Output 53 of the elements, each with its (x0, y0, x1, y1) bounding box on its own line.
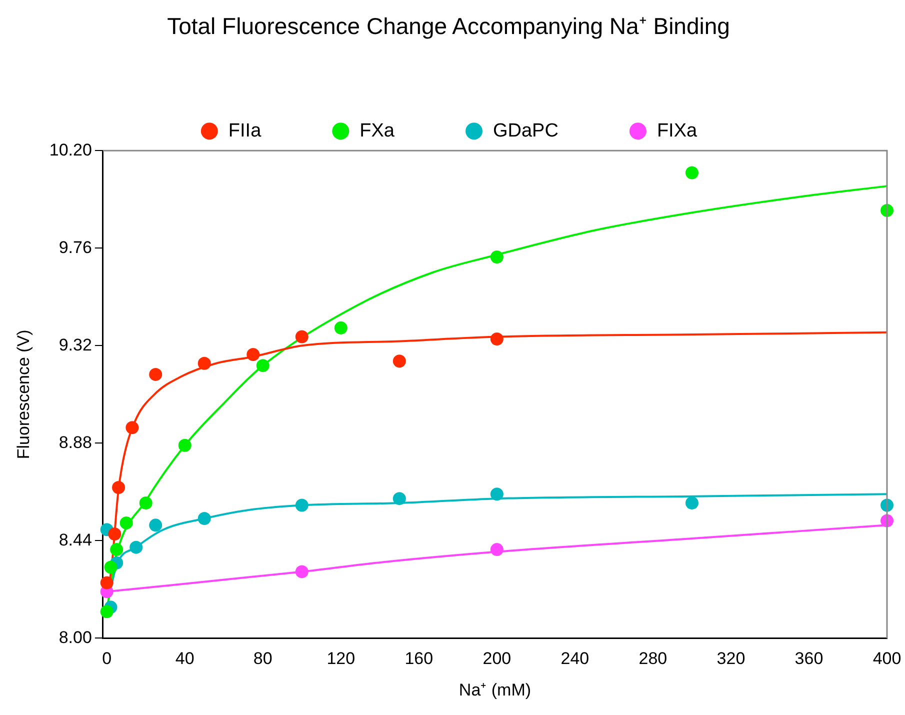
y-tick-label: 9.32 (58, 335, 92, 354)
point (198, 512, 211, 526)
point (110, 543, 124, 556)
point (104, 560, 118, 574)
x-tick-label: 0 (102, 649, 112, 668)
legend-label: GDaPC (492, 120, 558, 142)
x-tick-label: 200 (482, 649, 512, 668)
point (178, 438, 192, 452)
y-tick-label: 9.76 (58, 238, 92, 257)
point (392, 492, 406, 506)
x-tick-label: 80 (253, 649, 272, 668)
x-tick-label: 40 (175, 649, 194, 668)
x-tick-label: 160 (404, 649, 434, 668)
x-tick-label: 320 (716, 649, 746, 668)
point (139, 496, 152, 510)
legend-label: FXa (360, 120, 395, 142)
point (685, 496, 698, 510)
point (392, 354, 406, 368)
point (490, 543, 504, 556)
point (100, 605, 114, 618)
y-tick-label: 8.44 (58, 530, 92, 550)
y-tick-label: 8.00 (58, 628, 92, 647)
point (490, 332, 504, 346)
x-tick-label: 280 (638, 649, 668, 668)
y-axis-title: Fluorescence (V) (14, 330, 33, 460)
point (334, 321, 348, 334)
x-tick-label: 120 (326, 649, 356, 668)
point (490, 250, 504, 264)
point (100, 576, 114, 590)
point (108, 528, 122, 541)
x-tick-label: 240 (560, 649, 590, 668)
point (246, 348, 260, 362)
point (685, 166, 698, 180)
point (295, 498, 308, 512)
point (295, 330, 308, 344)
point (149, 518, 162, 532)
point (126, 421, 139, 434)
point (198, 356, 211, 370)
point (120, 516, 133, 530)
point (256, 359, 270, 372)
x-tick-label: 360 (794, 649, 824, 668)
point (112, 480, 126, 494)
y-tick-label: 10.20 (49, 140, 92, 160)
legend-label: FIIa (228, 120, 262, 142)
chart-title: Total Fluorescence Change Accompanying Na⁺ Binding (167, 13, 730, 40)
x-axis-title: Na⁺ (mM) (458, 680, 532, 700)
y-tick-label: 8.88 (58, 432, 92, 452)
point (130, 540, 143, 554)
point (149, 368, 162, 381)
point (490, 488, 504, 501)
point (295, 565, 308, 578)
legend-label: FIXa (656, 120, 698, 142)
x-tick-label: 400 (872, 649, 902, 668)
